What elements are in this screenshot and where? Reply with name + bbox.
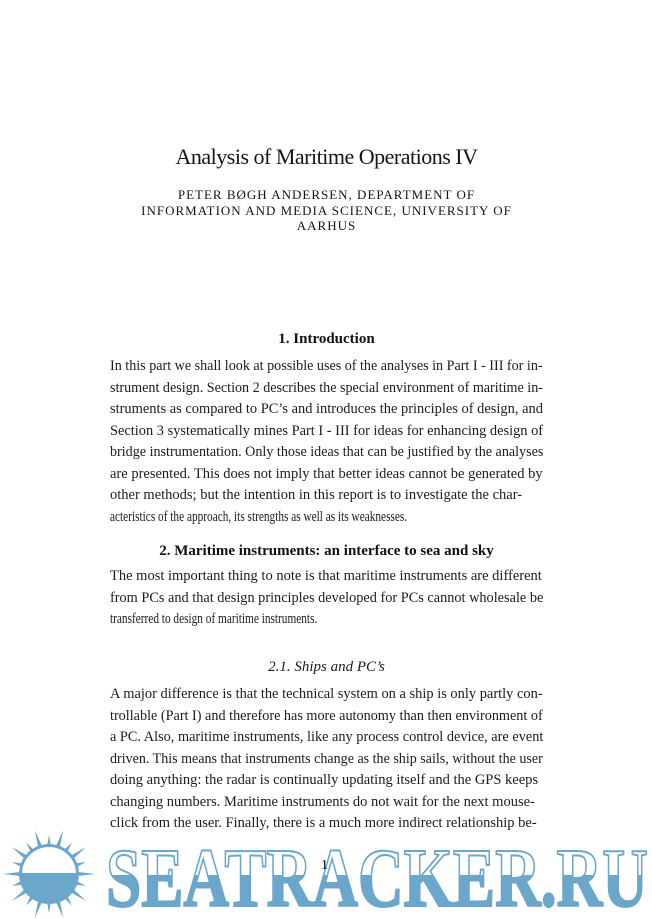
text-line: The most important thing to note is that… bbox=[110, 568, 542, 584]
text-line: other methods; but the intention in this… bbox=[110, 487, 523, 503]
text-line: In this part we shall look at possible u… bbox=[110, 358, 543, 374]
text-line: doing anything: the radar is continually… bbox=[110, 772, 539, 788]
text-line: struments as compared to PC’s and introd… bbox=[110, 401, 543, 417]
seatracker-watermark: SEATRACKER.RU bbox=[3, 830, 649, 919]
text-line: bridge instrumentation. Only those ideas… bbox=[110, 444, 544, 460]
author-affiliation: PETER BØGH ANDERSEN, DEPARTMENT OF INFOR… bbox=[110, 187, 543, 234]
page-number: 1 bbox=[321, 858, 328, 873]
page-title: Analysis of Maritime Operations IV bbox=[175, 144, 478, 169]
text-line: changing numbers. Maritime instruments d… bbox=[110, 793, 535, 810]
text-line: Section 3 systematically mines Part I - … bbox=[110, 422, 544, 439]
watermark-text: SEATRACKER.RU bbox=[106, 832, 648, 919]
subsection-heading-ships-and-pcs: 2.1. Ships and PC’s bbox=[268, 659, 385, 675]
section-heading-introduction: 1. Introduction bbox=[278, 331, 375, 347]
author-line: INFORMATION AND MEDIA SCIENCE, UNIVERSIT… bbox=[141, 202, 512, 218]
text-line: transferred to design of maritime instru… bbox=[110, 611, 318, 627]
section-heading-maritime-instruments: 2. Maritime instruments: an interface to… bbox=[159, 543, 494, 559]
author-line: AARHUS bbox=[296, 218, 357, 233]
paragraph-maritime-instruments: The most important thing to note is that… bbox=[110, 566, 543, 631]
text-line: strument design. Section 2 describes the… bbox=[110, 379, 543, 396]
text-line: from PCs and that design principles deve… bbox=[110, 589, 544, 606]
paragraph-introduction: In this part we shall look at possible u… bbox=[110, 356, 543, 528]
text-line: driven. This means that instruments chan… bbox=[110, 750, 543, 767]
text-line: trollable (Part I) and therefore has mor… bbox=[110, 707, 543, 724]
text-line: acteristics of the approach, its strengt… bbox=[110, 508, 408, 525]
sun-over-sea-icon bbox=[3, 830, 95, 918]
paragraph-ships-and-pcs: A major difference is that the technical… bbox=[110, 684, 543, 835]
text-line: a PC. Also, maritime instruments, like a… bbox=[110, 729, 544, 745]
text-line: A major difference is that the technical… bbox=[110, 686, 543, 702]
text-line: are presented. This does not imply that … bbox=[110, 465, 543, 482]
author-line: PETER BØGH ANDERSEN, DEPARTMENT OF bbox=[177, 187, 476, 202]
text-line: click from the user. Finally, there is a… bbox=[110, 815, 537, 831]
